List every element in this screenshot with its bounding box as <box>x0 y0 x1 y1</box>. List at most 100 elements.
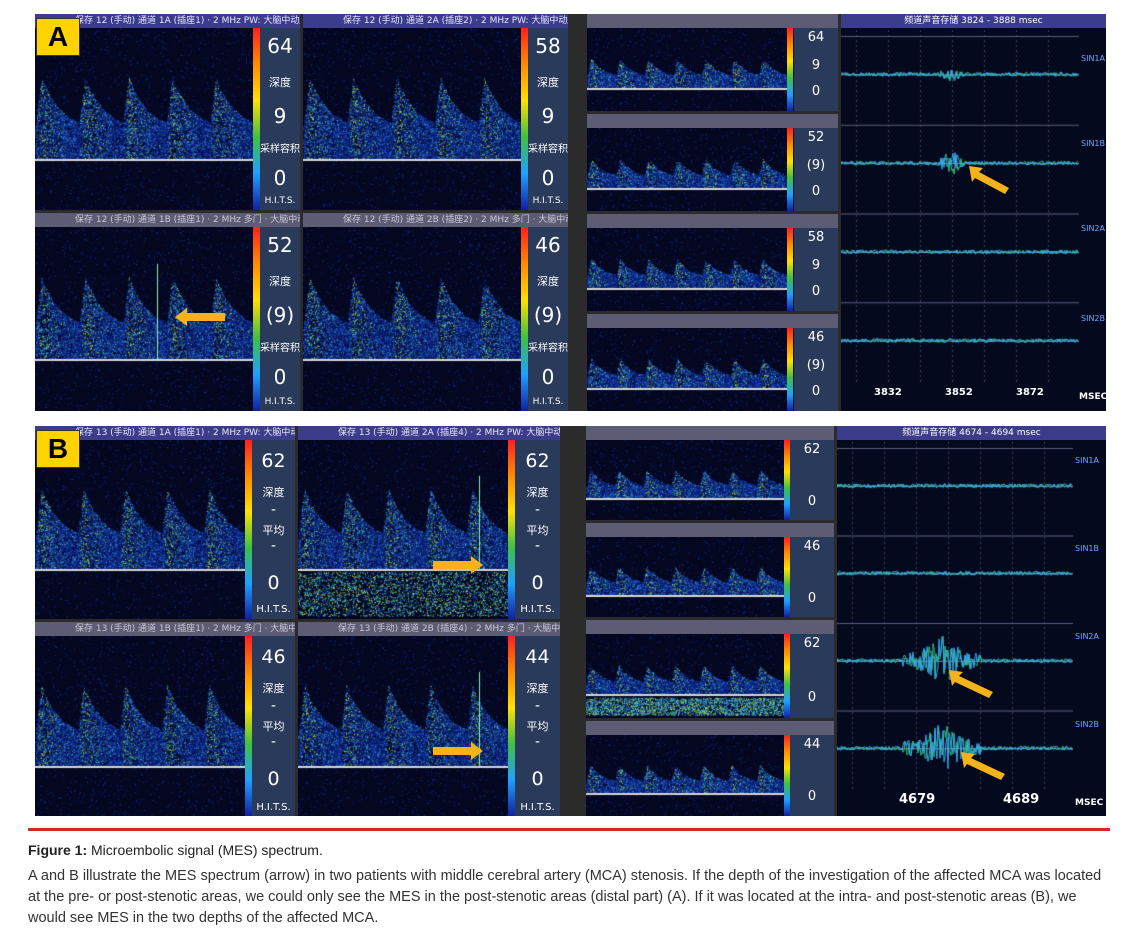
hits-label: H.I.T.S. <box>264 196 296 206</box>
x-tick: 3872 <box>1016 387 1044 398</box>
value-sidebar: 62 0 <box>790 440 834 520</box>
hits-label: H.I.T.S. <box>532 397 564 407</box>
channel-label: SIN2A <box>1081 224 1105 233</box>
doppler-spectrum <box>298 440 508 619</box>
gate-value: 9 <box>811 258 821 273</box>
mes-arrow-icon <box>961 752 1005 780</box>
color-scale <box>787 328 793 411</box>
gate-value: (9) <box>265 303 295 327</box>
depth-value: 64 <box>267 34 293 58</box>
value-sidebar: 46 0 <box>790 537 834 617</box>
value-sidebar: 46 (9) 0 <box>794 328 838 411</box>
hits-value: 0 <box>531 768 544 790</box>
gate-value: - <box>270 502 277 518</box>
hits-value: 0 <box>541 166 555 190</box>
hits-value: 0 <box>807 789 817 804</box>
spectrum-panel-b3: 保存 13 (手动) 通道 1B (插座1) · 2 MHz 多门 · 大脑中动… <box>35 622 295 816</box>
doppler-spectrum <box>586 440 784 520</box>
hits-value: 0 <box>541 365 555 389</box>
value-sidebar: 64 9 0 <box>794 28 838 111</box>
trace-header: 频道声音存储 4674 - 4694 msec <box>837 426 1106 440</box>
gate-label: 采样容积 <box>528 144 568 155</box>
gate-value: (9) <box>533 303 563 327</box>
depth-value: 44 <box>803 737 821 752</box>
value-sidebar: 52 (9) 0 <box>794 128 838 211</box>
depth-label: 深度 <box>537 275 559 288</box>
doppler-spectrum <box>587 28 787 111</box>
depth-label: 深度 <box>269 275 291 288</box>
depth-label: 深度 <box>262 682 285 695</box>
avg-label: 平均 <box>262 524 285 537</box>
value-sidebar: 46 深度 - 平均 - 0 H.I.T.S. <box>252 636 295 816</box>
panel-title: 保存 12 (手动) 通道 2A (插座2) · 2 MHz PW: 大脑中动脉… <box>303 14 568 28</box>
gate-value: 9 <box>811 58 821 73</box>
color-scale <box>784 634 790 718</box>
hits-label: H.I.T.S. <box>256 604 291 615</box>
channel-label: SIN1A <box>1081 54 1105 63</box>
doppler-spectrum <box>586 634 784 718</box>
hits-value: 0 <box>807 591 817 606</box>
gate-value: - <box>534 502 541 518</box>
color-scale <box>253 227 260 411</box>
gate-value: - <box>534 538 541 554</box>
x-tick: 3852 <box>945 387 973 398</box>
panel-title <box>587 314 838 328</box>
value-sidebar: 46 深度 (9) 采样容积 0 H.I.T.S. <box>528 227 568 411</box>
hits-value: 0 <box>807 690 817 705</box>
color-scale <box>521 28 528 210</box>
x-tick: 3832 <box>874 387 902 398</box>
depth-value: 46 <box>807 330 825 345</box>
depth-value: 62 <box>803 442 821 457</box>
panel-label-b: B <box>36 430 80 468</box>
hits-value: 0 <box>807 494 817 509</box>
gate-label: 采样容积 <box>260 144 300 155</box>
panel-title <box>587 114 838 128</box>
spectrum-panel-b-small-1: 62 0 <box>586 426 834 520</box>
value-sidebar: 62 深度 - 平均 - 0 H.I.T.S. <box>252 440 295 619</box>
depth-label: 深度 <box>262 486 285 499</box>
panel-title <box>587 214 838 228</box>
channel-label: SIN1B <box>1081 139 1105 148</box>
depth-value: 46 <box>535 233 561 257</box>
mes-trace-panel-b: 频道声音存储 4674 - 4694 msec SIN1A SIN1B SIN2… <box>837 426 1106 816</box>
spectrum-panel-a-small-1: 64 9 0 <box>587 14 838 111</box>
depth-value: 62 <box>803 636 821 651</box>
depth-value: 64 <box>807 30 825 45</box>
gate-value: (9) <box>806 358 826 373</box>
spectrum-panel-a-small-2: 52 (9) 0 <box>587 114 838 211</box>
channel-label: SIN1B <box>1075 544 1099 553</box>
color-scale <box>508 636 515 816</box>
doppler-spectrum <box>303 28 521 210</box>
spectrum-panel-a1: 保存 12 (手动) 通道 1A (插座1) · 2 MHz PW: 大脑中动脉… <box>35 14 300 210</box>
panel-title <box>586 620 834 634</box>
caption-title: Figure 1: Microembolic signal (MES) spec… <box>28 842 323 858</box>
panel-title: 保存 12 (手动) 通道 1B (插座1) · 2 MHz 多门 · 大脑中动… <box>35 213 300 227</box>
hits-value: 0 <box>811 84 821 99</box>
hits-label: H.I.T.S. <box>520 802 555 813</box>
hits-value: 0 <box>811 284 821 299</box>
x-unit: MSEC <box>1075 798 1104 808</box>
panel-title <box>586 426 834 440</box>
depth-label: 深度 <box>526 682 549 695</box>
gate-label: 采样容积 <box>260 343 300 354</box>
doppler-spectrum <box>587 128 787 211</box>
value-sidebar: 64 深度 9 采样容积 0 H.I.T.S. <box>260 28 300 210</box>
spectrum-panel-b-small-4: 44 0 <box>586 721 834 816</box>
trace-plot <box>841 30 1079 385</box>
panel-label-a: A <box>36 18 80 56</box>
mes-arrow-icon <box>175 308 225 326</box>
panel-title: 保存 13 (手动) 通道 1B (插座1) · 2 MHz 多门 · 大脑中动… <box>35 622 295 636</box>
hits-label: H.I.T.S. <box>264 397 296 407</box>
mes-arrow-icon <box>433 556 483 574</box>
channel-label: SIN2A <box>1075 632 1099 641</box>
depth-value: 62 <box>525 450 550 472</box>
gate-label: 采样容积 <box>528 343 568 354</box>
mes-arrow-icon <box>949 670 993 698</box>
mes-arrow-icon <box>969 166 1009 194</box>
color-scale <box>784 735 790 816</box>
panel-title: 保存 12 (手动) 通道 2B (插座2) · 2 MHz 多门 · 大脑中动… <box>303 213 568 227</box>
depth-value: 46 <box>261 646 286 668</box>
depth-label: 深度 <box>269 76 291 89</box>
spectrum-panel-a-small-3: 58 9 0 <box>587 214 838 311</box>
figure-a: 保存 12 (手动) 通道 1A (插座1) · 2 MHz PW: 大脑中动脉… <box>35 14 1106 411</box>
